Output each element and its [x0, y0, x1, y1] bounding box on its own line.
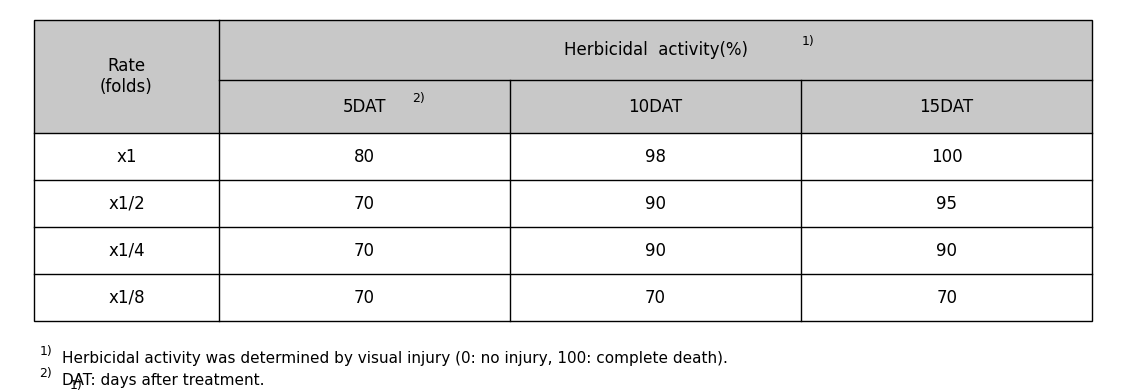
- Text: 90: 90: [936, 242, 957, 260]
- Bar: [34, 20, 1092, 321]
- Text: 95: 95: [936, 195, 957, 213]
- Text: x1/8: x1/8: [108, 289, 145, 307]
- Text: 100: 100: [931, 148, 963, 166]
- Text: Rate
(folds): Rate (folds): [100, 57, 153, 96]
- Text: 70: 70: [354, 195, 375, 213]
- Text: 1): 1): [802, 35, 815, 48]
- Text: 70: 70: [645, 289, 667, 307]
- Bar: [510, 80, 802, 133]
- Text: 70: 70: [354, 289, 375, 307]
- Bar: [218, 80, 510, 133]
- Text: 98: 98: [645, 148, 667, 166]
- Text: 70: 70: [354, 242, 375, 260]
- Bar: [34, 133, 1092, 180]
- Text: DAT: days after treatment.: DAT: days after treatment.: [62, 373, 265, 388]
- Text: 90: 90: [645, 195, 667, 213]
- Text: 2): 2): [412, 93, 425, 105]
- Text: x1/2: x1/2: [108, 195, 145, 213]
- Text: Herbicidal activity was determined by visual injury (0: no injury, 100: complete: Herbicidal activity was determined by vi…: [62, 351, 727, 366]
- Bar: [34, 274, 1092, 321]
- Text: 2): 2): [39, 367, 52, 380]
- Text: 1): 1): [39, 345, 52, 358]
- Text: 80: 80: [354, 148, 375, 166]
- Bar: [34, 227, 1092, 274]
- Text: 5DAT: 5DAT: [342, 98, 386, 116]
- Text: 90: 90: [645, 242, 667, 260]
- Bar: [34, 20, 218, 134]
- Text: 10DAT: 10DAT: [628, 98, 682, 116]
- Text: 70: 70: [936, 289, 957, 307]
- Bar: [802, 80, 1092, 133]
- Text: x1: x1: [116, 148, 136, 166]
- Text: x1/4: x1/4: [108, 242, 145, 260]
- Text: Herbicidal  activity(%): Herbicidal activity(%): [564, 41, 748, 59]
- Bar: [218, 20, 1092, 80]
- Text: 15DAT: 15DAT: [920, 98, 974, 116]
- Text: 1): 1): [70, 379, 82, 392]
- Bar: [34, 180, 1092, 227]
